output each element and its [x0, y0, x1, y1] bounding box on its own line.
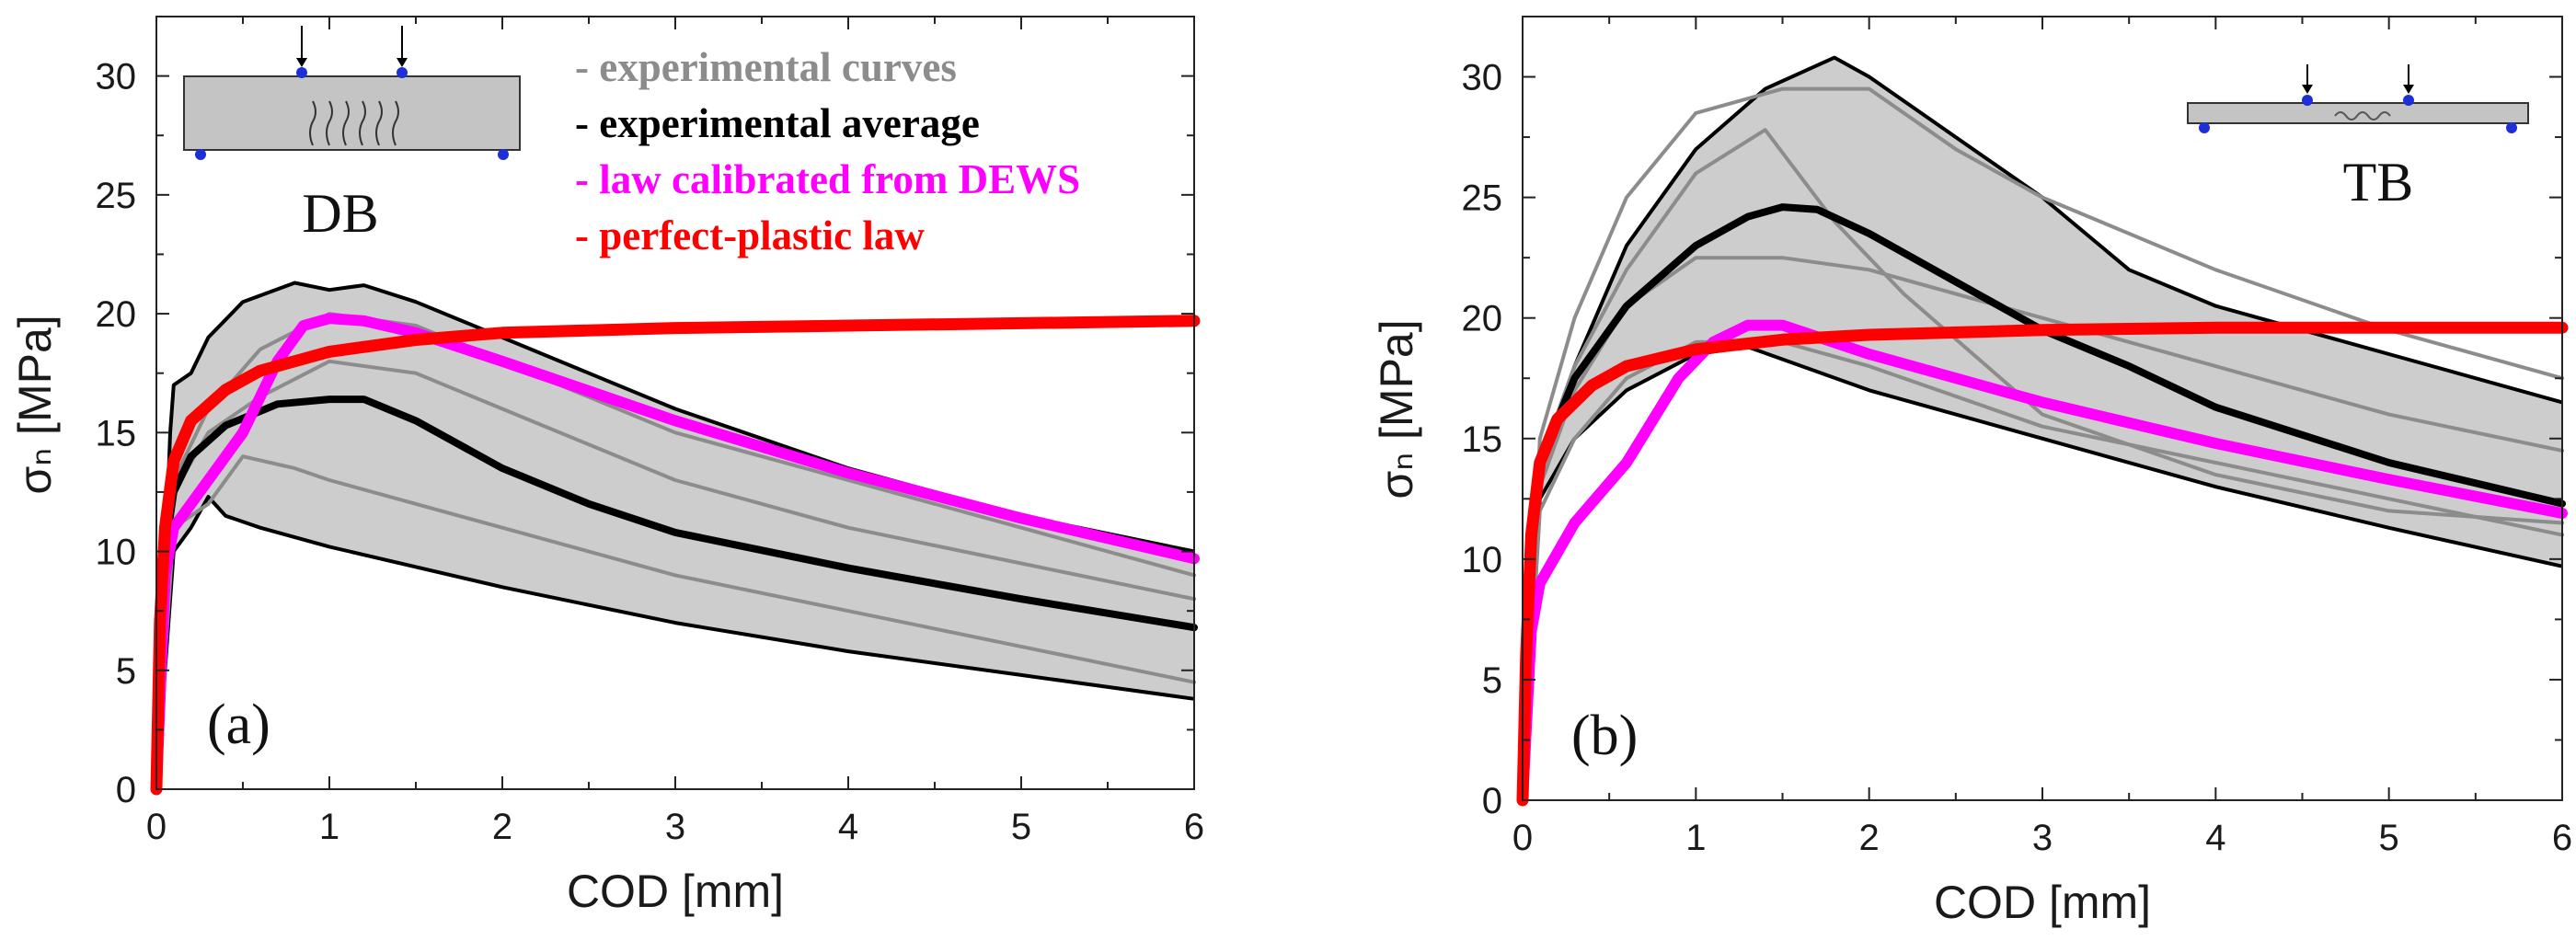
load-arrow-head	[2302, 85, 2313, 94]
y-tick-label: 25	[1462, 178, 1503, 219]
load-point	[397, 67, 408, 78]
load-arrow-head	[296, 58, 307, 67]
x-tick-label: 3	[665, 807, 685, 847]
crack-line	[359, 100, 366, 146]
crack-line	[326, 100, 333, 146]
chart-panel-a: 0 1 2 3 4 5 6 0 5 10 15 20 25 30 COD [mm] σₙ [MPa] (a) DB…	[9, 16, 1204, 917]
series-experimental-curves-line	[1521, 128, 2564, 802]
specimen-label: TB	[2343, 152, 2414, 212]
y-tick-label: 20	[1462, 299, 1503, 339]
load-arrow-head	[2403, 85, 2414, 94]
y-tick-label: 10	[1462, 540, 1503, 580]
support-point	[195, 149, 206, 160]
series-experimental-average-line	[153, 396, 1198, 793]
series-law-calibrated-from-dews-line	[1517, 319, 2568, 806]
panel-label: (a)	[207, 694, 270, 756]
support-point	[2199, 122, 2210, 133]
x-axis-title: COD [mm]	[567, 866, 784, 917]
x-tick-label: 1	[1685, 818, 1706, 858]
crack-line	[342, 100, 350, 146]
crack-line	[309, 100, 316, 146]
x-tick-label: 2	[1859, 818, 1880, 858]
x-tick-label: 6	[1184, 807, 1204, 847]
x-tick-label: 1	[319, 807, 339, 847]
beam-sketch	[183, 75, 521, 151]
specimen-label: DB	[302, 183, 378, 244]
x-tick-label: 6	[2552, 818, 2572, 858]
y-tick-label: 15	[96, 413, 137, 453]
chart-panel-b: 0 1 2 3 4 5 6 0 5 10 15 20 25 30 COD [mm] σₙ [MPa] (b) TB	[1371, 16, 2572, 928]
x-tick-label: 4	[838, 807, 858, 847]
x-tick-label: 4	[2205, 818, 2225, 858]
y-tick-label: 30	[1462, 58, 1503, 98]
series-experimental-curves-line	[1521, 256, 2564, 802]
x-tick-label: 5	[1011, 807, 1031, 847]
y-tick-label: 20	[96, 294, 137, 335]
envelope-lower-line	[155, 495, 1195, 790]
y-tick-label: 30	[96, 57, 137, 97]
support-point	[498, 149, 509, 160]
legend-entry: - experimental curves	[575, 44, 957, 90]
series-law-calibrated-from-dews-line	[151, 313, 1200, 795]
load-point	[296, 67, 307, 78]
crack-line	[392, 100, 399, 146]
series-experimental-curves-line	[155, 312, 1196, 791]
x-tick-label: 3	[2032, 818, 2053, 858]
x-tick-label: 5	[2379, 818, 2399, 858]
x-tick-label: 0	[146, 807, 167, 847]
x-tick-label: 0	[1512, 818, 1533, 858]
y-tick-label: 0	[1482, 781, 1502, 821]
crack-line	[375, 100, 383, 146]
panel-label: (b)	[1571, 705, 1638, 767]
legend-entry: - experimental average	[575, 100, 980, 146]
series-perfect-plastic-law-line	[1516, 321, 2569, 807]
y-axis-title: σₙ [MPa]	[9, 315, 61, 494]
series-experimental-curves-line	[155, 454, 1196, 791]
load-arrow-head	[397, 58, 408, 67]
load-point	[2302, 95, 2313, 106]
y-tick-label: 10	[96, 533, 137, 573]
y-tick-label: 5	[1482, 660, 1502, 701]
series-perfect-plastic-law-line	[150, 315, 1201, 796]
x-axis-title: COD [mm]	[1934, 877, 2151, 928]
legend-entry: - perfect-plastic law	[575, 212, 925, 258]
y-tick-label: 0	[116, 770, 136, 810]
y-tick-label: 15	[1462, 419, 1503, 460]
x-tick-label: 2	[492, 807, 512, 847]
legend-entry: - law calibrated from DEWS	[575, 156, 1080, 202]
y-tick-label: 5	[116, 651, 136, 692]
load-point	[2403, 95, 2414, 106]
envelope-upper-line	[155, 281, 1195, 790]
crack-line	[2334, 111, 2391, 120]
support-point	[2506, 122, 2517, 133]
y-axis-title: σₙ [MPa]	[1371, 319, 1422, 499]
y-tick-label: 25	[96, 176, 137, 216]
beam-sketch	[2187, 102, 2529, 124]
envelope-fill	[1523, 57, 2562, 801]
series-experimental-curves-line	[1521, 86, 2564, 802]
